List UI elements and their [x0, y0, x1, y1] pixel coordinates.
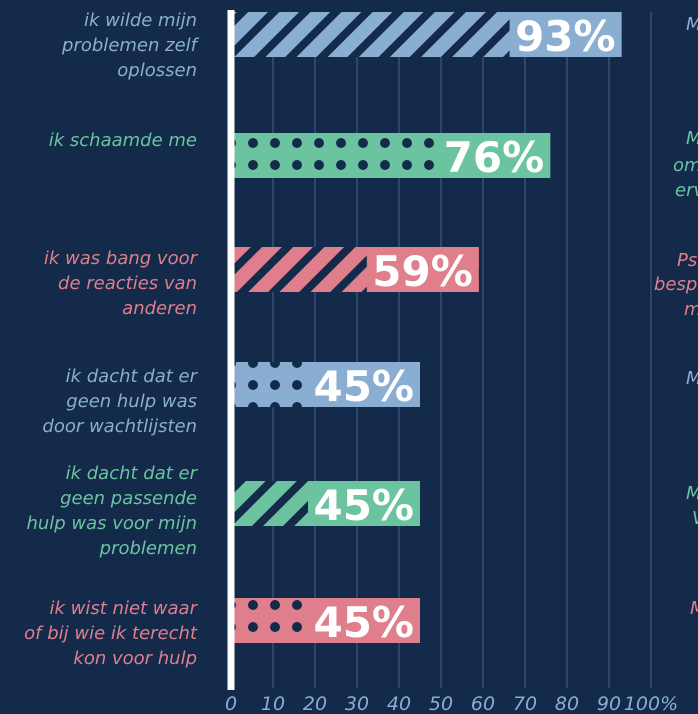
value-label: 93% — [515, 12, 616, 61]
side-text: M — [686, 14, 698, 35]
bar-label-bg — [308, 362, 420, 407]
x-tick-label: 30 — [345, 693, 369, 714]
side-text: Ps — [677, 250, 698, 271]
side-text: V — [692, 508, 698, 529]
bar-label-bg — [308, 598, 420, 643]
x-tick-label: 90 — [597, 693, 621, 714]
x-tick-label: 80 — [555, 693, 579, 714]
value-label: 45% — [313, 362, 414, 411]
side-text: om — [673, 155, 698, 176]
category-label: ik wist niet waar of bij wie ik terecht … — [24, 598, 197, 669]
value-label: 45% — [313, 481, 414, 530]
category-label: ik dacht dat er geen hulp was door wacht… — [42, 366, 197, 437]
side-text: M — [690, 598, 698, 619]
bar-label-bg — [509, 12, 622, 57]
category-label: ik schaamde me — [48, 130, 197, 151]
side-text: besp — [654, 274, 698, 295]
value-label: 45% — [313, 598, 414, 647]
x-tick-label: 10 — [261, 693, 285, 714]
x-tick-label: 0 — [225, 693, 237, 714]
x-tick-label: 50 — [429, 693, 453, 714]
category-label: ik wilde mijn problemen zelf oplossen — [62, 10, 197, 81]
side-text: M — [686, 368, 698, 389]
side-text: erv — [675, 180, 698, 201]
x-tick-label: 20 — [303, 693, 327, 714]
category-label: ik was bang voor de reacties van anderen — [43, 248, 197, 319]
bar-label-bg — [308, 481, 420, 526]
side-text: M — [686, 128, 698, 149]
side-text: m — [684, 299, 698, 320]
bar-label-bg — [438, 133, 551, 178]
bar-label-bg — [366, 247, 479, 292]
x-tick-label: 60 — [471, 693, 495, 714]
value-label: 59% — [372, 247, 473, 296]
x-tick-label: 70 — [513, 693, 537, 714]
side-text: M — [686, 483, 698, 504]
x-tick-label: 100% — [624, 693, 678, 714]
value-label: 76% — [444, 133, 545, 182]
category-label: ik dacht dat er geen passende hulp was v… — [26, 463, 197, 559]
x-tick-label: 40 — [387, 693, 411, 714]
